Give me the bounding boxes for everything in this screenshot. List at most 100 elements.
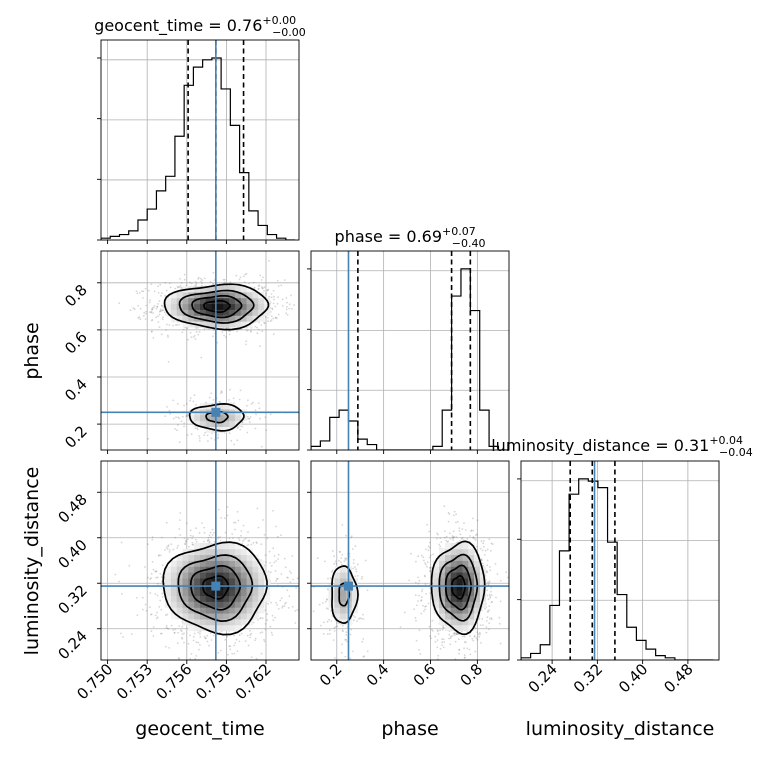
- sample-point: [207, 536, 210, 539]
- sample-point: [415, 639, 418, 642]
- density-cell: [229, 572, 236, 579]
- sample-point: [233, 443, 236, 446]
- sample-point: [268, 295, 271, 298]
- density-cell: [194, 601, 201, 608]
- sample-point: [177, 544, 179, 547]
- sample-point: [243, 275, 245, 278]
- density-cell: [194, 303, 201, 310]
- sample-point: [481, 549, 484, 552]
- sample-point: [438, 543, 441, 546]
- sample-point: [324, 560, 326, 563]
- sample-point: [329, 632, 331, 635]
- sample-point: [226, 653, 229, 656]
- sample-point: [448, 637, 450, 640]
- sample-point: [234, 521, 237, 524]
- sample-point: [157, 554, 160, 557]
- density-cell: [176, 291, 183, 299]
- sample-point: [426, 561, 429, 564]
- sample-point: [206, 640, 209, 643]
- sample-point: [358, 586, 361, 589]
- sample-point: [341, 524, 344, 526]
- density-cell: [176, 566, 183, 573]
- density-cell: [176, 583, 183, 591]
- contour-line: [162, 541, 268, 636]
- sample-point: [232, 397, 235, 400]
- sample-point: [188, 546, 190, 548]
- sample-point: [180, 286, 183, 289]
- sample-point: [464, 641, 467, 644]
- sample-point: [333, 626, 336, 629]
- sample-point: [430, 628, 433, 631]
- sample-point: [417, 555, 420, 558]
- density-cell: [200, 578, 207, 585]
- sample-point: [198, 440, 201, 442]
- sample-point: [223, 278, 226, 281]
- sample-point: [343, 560, 346, 563]
- density-cell: [229, 607, 236, 614]
- sample-point: [155, 307, 158, 310]
- sample-point: [277, 553, 280, 556]
- sample-point: [434, 635, 437, 638]
- sample-point: [192, 535, 195, 537]
- density-cell: [264, 589, 271, 597]
- density-cell: [229, 403, 236, 410]
- sample-point: [472, 517, 474, 520]
- sample-point: [180, 420, 183, 423]
- sample-point: [212, 399, 215, 401]
- sample-point: [216, 437, 219, 440]
- sample-point: [478, 631, 481, 634]
- density-cell: [200, 589, 207, 597]
- sample-point: [246, 544, 249, 547]
- density-cell: [211, 315, 218, 322]
- sample-point: [344, 655, 347, 658]
- sample-point: [456, 633, 459, 635]
- sample-point: [473, 635, 476, 638]
- sample-point: [452, 632, 455, 635]
- sample-point: [254, 639, 256, 642]
- sample-point: [490, 601, 493, 604]
- sample-point: [265, 294, 267, 296]
- density-cell: [258, 589, 265, 597]
- sample-point: [254, 637, 257, 640]
- sample-point: [229, 330, 231, 332]
- sample-point: [360, 617, 363, 620]
- density-cell: [205, 315, 213, 322]
- sample-point: [436, 646, 439, 649]
- sample-point: [188, 281, 191, 284]
- density-cell: [205, 624, 213, 632]
- sample-point: [269, 320, 272, 322]
- density-cell: [182, 297, 189, 305]
- density-cell: [217, 303, 224, 310]
- sample-point: [236, 510, 239, 513]
- density-cell: [182, 309, 189, 316]
- sample-point: [270, 601, 272, 604]
- sample-point: [486, 564, 489, 566]
- sample-point: [333, 555, 335, 558]
- density-cell: [170, 309, 178, 316]
- density-cell: [229, 286, 236, 293]
- sample-point: [224, 638, 227, 641]
- sample-point: [203, 526, 206, 529]
- sample-point: [258, 284, 261, 287]
- sample-point: [326, 599, 328, 601]
- sample-point: [429, 570, 432, 573]
- sample-point: [266, 619, 269, 621]
- sample-point: [302, 571, 304, 573]
- sample-point: [144, 287, 147, 290]
- sample-point: [152, 312, 155, 314]
- density-cell: [194, 548, 201, 556]
- sample-point: [471, 637, 474, 640]
- sample-point: [190, 433, 193, 436]
- density-cell: [176, 601, 183, 608]
- sample-point: [252, 541, 255, 544]
- density-cell: [217, 583, 224, 591]
- sample-point: [487, 598, 490, 601]
- sample-point: [410, 552, 412, 555]
- density-cell: [200, 613, 207, 620]
- sample-point: [355, 570, 358, 573]
- sample-point: [169, 282, 171, 285]
- sample-point: [183, 632, 185, 635]
- sample-point: [203, 434, 206, 437]
- sample-point: [288, 595, 291, 598]
- density-cell: [211, 542, 218, 550]
